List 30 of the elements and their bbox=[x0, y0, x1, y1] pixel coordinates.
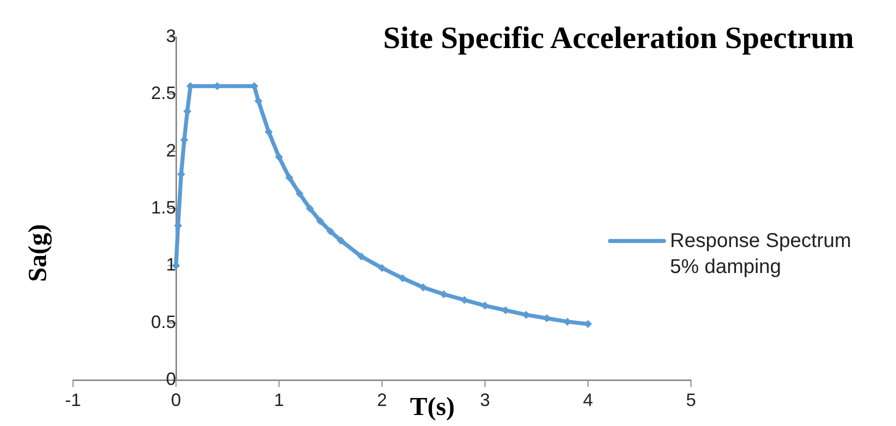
legend-label: Response Spectrum 5% damping bbox=[670, 229, 852, 280]
y-tick-label: 3 bbox=[166, 26, 176, 46]
point bbox=[398, 274, 407, 282]
point bbox=[264, 128, 273, 136]
point bbox=[357, 252, 366, 261]
x-tick-label: 1 bbox=[274, 390, 284, 410]
point bbox=[419, 283, 428, 292]
point bbox=[296, 190, 304, 198]
y-axis-title: Sa(g) bbox=[23, 223, 53, 284]
x-tick-label: -1 bbox=[64, 390, 82, 410]
x-tick-label: 4 bbox=[582, 390, 594, 410]
point bbox=[326, 227, 334, 236]
x-tick-label: 2 bbox=[376, 390, 388, 410]
chart-title: Site Specific Acceleration Spectrum bbox=[383, 20, 854, 56]
point bbox=[316, 217, 324, 226]
y-tick-label: 1 bbox=[166, 254, 176, 275]
point bbox=[306, 204, 314, 212]
x-tick-label: 3 bbox=[480, 390, 490, 410]
x-axis-title: T(s) bbox=[410, 392, 455, 422]
y-tick-label: 0.5 bbox=[150, 312, 176, 332]
y-tick-label: 0 bbox=[166, 368, 176, 389]
point bbox=[440, 290, 448, 298]
x-tick-label: 5 bbox=[686, 390, 696, 410]
y-tick-label: 2.5 bbox=[150, 83, 176, 104]
point bbox=[275, 153, 283, 162]
y-tick-label: 1.5 bbox=[150, 197, 176, 218]
point bbox=[336, 236, 345, 245]
point bbox=[378, 264, 386, 272]
y-tick-label: 2 bbox=[166, 140, 176, 160]
point bbox=[285, 174, 294, 182]
